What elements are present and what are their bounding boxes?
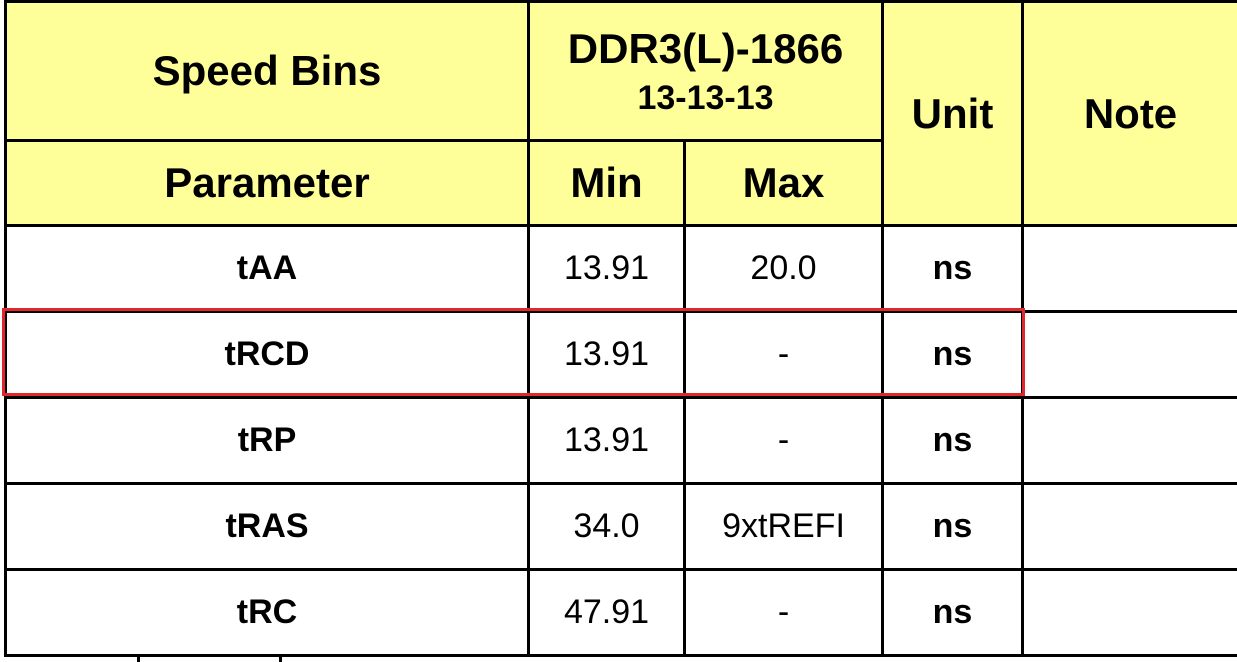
header-row-2: Parameter Min Max [4, 139, 1237, 227]
max-cell: - [683, 568, 884, 657]
min-header: Min [527, 139, 686, 227]
param-cell: tAA [4, 224, 530, 313]
note-cell [1021, 482, 1237, 571]
unit-cell: ns [881, 396, 1024, 485]
max-cell: 20.0 [683, 224, 884, 313]
note-cell [1021, 224, 1237, 313]
max-header: Max [683, 139, 884, 227]
note-header: Note [1021, 0, 1237, 227]
speed-bin-table: Speed Bins DDR3(L)-1866 13-13-13 Unit No… [4, 0, 1237, 657]
unit-cell: ns [881, 482, 1024, 571]
table-row: tRCD 13.91 - ns [4, 310, 1237, 399]
table-row: tRAS 34.0 9xtREFI ns [4, 482, 1237, 571]
min-cell: 34.0 [527, 482, 686, 571]
header-row-1: Speed Bins DDR3(L)-1866 13-13-13 Unit No… [4, 0, 1237, 227]
param-cell: tRAS [4, 482, 530, 571]
next-row-divider [137, 654, 140, 662]
table-row: tRP 13.91 - ns [4, 396, 1237, 485]
unit-cell: ns [881, 224, 1024, 313]
unit-cell: ns [881, 310, 1024, 399]
max-cell: - [683, 310, 884, 399]
speed-bins-header: Speed Bins [4, 0, 530, 142]
max-cell: - [683, 396, 884, 485]
next-row-divider [279, 654, 282, 662]
param-cell: tRP [4, 396, 530, 485]
unit-header: Unit [881, 0, 1024, 227]
table-row: tAA 13.91 20.0 ns [4, 224, 1237, 313]
param-cell: tRCD [4, 310, 530, 399]
note-cell [1021, 310, 1237, 399]
table-row: tRC 47.91 - ns [4, 568, 1237, 657]
parameter-header: Parameter [4, 139, 530, 227]
speed-grade-cl: 13-13-13 [637, 78, 774, 117]
note-cell [1021, 568, 1237, 657]
min-cell: 13.91 [527, 310, 686, 399]
unit-cell: ns [881, 568, 1024, 657]
min-cell: 13.91 [527, 396, 686, 485]
min-cell: 13.91 [527, 224, 686, 313]
note-cell [1021, 396, 1237, 485]
speed-grade-title: DDR3(L)-1866 [567, 24, 844, 72]
speed-grade-header: DDR3(L)-1866 13-13-13 [527, 0, 884, 142]
max-cell: 9xtREFI [683, 482, 884, 571]
min-cell: 47.91 [527, 568, 686, 657]
param-cell: tRC [4, 568, 530, 657]
